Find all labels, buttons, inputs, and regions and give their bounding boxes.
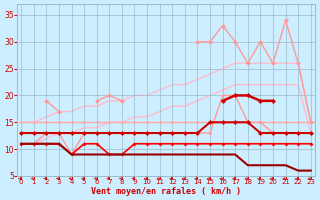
X-axis label: Vent moyen/en rafales ( km/h ): Vent moyen/en rafales ( km/h ) [91, 187, 241, 196]
